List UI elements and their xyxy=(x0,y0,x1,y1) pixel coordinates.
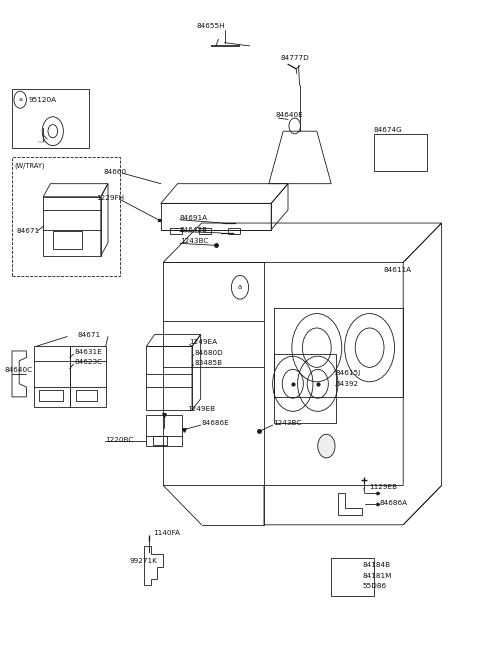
Text: 84640E: 84640E xyxy=(276,112,304,118)
Text: 1140FA: 1140FA xyxy=(154,529,180,536)
Text: 84777D: 84777D xyxy=(281,54,310,61)
Bar xyxy=(53,231,82,249)
Circle shape xyxy=(231,276,249,299)
Text: 84631E: 84631E xyxy=(74,349,102,356)
Text: (W/TRAY): (W/TRAY) xyxy=(14,162,45,169)
Bar xyxy=(228,228,240,234)
Text: 1243BC: 1243BC xyxy=(180,238,208,245)
Text: 84671: 84671 xyxy=(77,331,100,338)
Text: 1249EB: 1249EB xyxy=(187,405,216,412)
Text: 84615J: 84615J xyxy=(336,369,361,376)
Text: 1220BC: 1220BC xyxy=(106,436,134,443)
Text: 84640C: 84640C xyxy=(5,367,33,373)
Bar xyxy=(12,89,89,148)
Text: 84623C: 84623C xyxy=(74,359,103,365)
Text: 84686A: 84686A xyxy=(379,500,408,506)
Text: 84660: 84660 xyxy=(103,169,126,175)
Bar xyxy=(374,134,427,171)
Text: 95120A: 95120A xyxy=(29,96,57,103)
Text: 84680D: 84680D xyxy=(194,350,223,356)
Text: a: a xyxy=(238,284,242,291)
Circle shape xyxy=(318,434,335,458)
Bar xyxy=(12,157,120,276)
Text: 1243BC: 1243BC xyxy=(274,420,302,426)
Circle shape xyxy=(14,91,26,108)
Text: 84671: 84671 xyxy=(17,228,40,234)
Bar xyxy=(331,558,374,596)
Text: 99271K: 99271K xyxy=(130,558,157,564)
Text: 84655H: 84655H xyxy=(197,23,226,30)
Bar xyxy=(170,228,182,234)
Bar xyxy=(146,415,182,446)
Text: 1229FH: 1229FH xyxy=(96,195,124,201)
Text: 1249EA: 1249EA xyxy=(190,339,218,346)
Text: 1129EB: 1129EB xyxy=(370,483,398,490)
Text: 84686E: 84686E xyxy=(202,420,229,426)
Text: a: a xyxy=(18,97,22,102)
Text: 55D86: 55D86 xyxy=(362,583,386,590)
Text: 83485B: 83485B xyxy=(194,359,223,366)
Text: 84181M: 84181M xyxy=(362,573,392,579)
Text: 84645B: 84645B xyxy=(180,226,208,233)
Text: 84674G: 84674G xyxy=(373,127,402,133)
Bar xyxy=(76,390,97,401)
Bar xyxy=(39,390,63,401)
Bar xyxy=(153,436,167,445)
Text: 84691A: 84691A xyxy=(180,215,208,221)
Text: 84184B: 84184B xyxy=(362,562,391,569)
Text: 64392: 64392 xyxy=(336,380,359,387)
Bar xyxy=(199,228,211,234)
Text: 84611A: 84611A xyxy=(384,267,412,274)
